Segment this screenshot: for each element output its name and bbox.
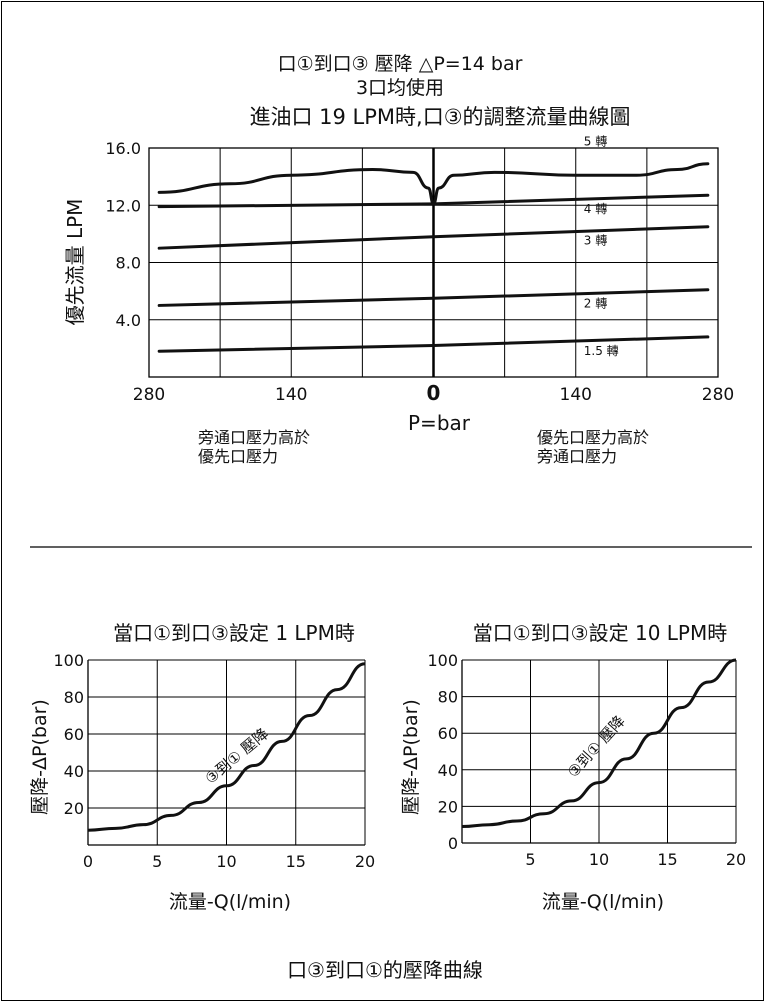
bottom-left-ticks: 0 5 10 15 20 20 40 60 80 100 (53, 651, 375, 871)
bottom-left-grid (87, 659, 366, 846)
top-series-line (157, 193, 710, 209)
top-x-tick-label: 280 (133, 385, 165, 405)
bottom-left-title: 當口①到口③設定 1 LPM時 (113, 621, 355, 645)
bottom-right-title: 當口①到口③設定 10 LPM時 (473, 621, 727, 645)
bottom-right-x-tick-label: 15 (657, 850, 677, 869)
bottom-left-x-tick-label: 0 (83, 852, 93, 871)
bottom-left-y-axis-label: 壓降-ΔP(bar) (29, 699, 51, 815)
bottom-right-x-tick-label: 20 (726, 850, 746, 869)
bottom-left-x-tick-label: 10 (216, 852, 236, 871)
bottom-left-y-tick-label: 100 (53, 651, 84, 670)
bottom-right-chart: 當口①到口③設定 10 LPM時 5 10 15 20 0 20 40 60 80 100 壓降-… (400, 621, 746, 913)
bottom-left-chart: 當口①到口③設定 1 LPM時 0 5 10 15 20 20 40 60 80 100 壓降-Δ… (29, 621, 375, 913)
bottom-left-y-tick-label: 20 (64, 799, 84, 818)
bottom-right-series-line (461, 658, 737, 829)
bottom-right-y-tick-label: 60 (438, 724, 458, 743)
top-series-line (157, 225, 710, 250)
bottom-left-series-line (87, 662, 366, 832)
top-y-axis-label: 優先流量 LPM (63, 199, 87, 326)
bottom-left-x-tick-label: 20 (355, 852, 375, 871)
note-right-line-2: 旁通口壓力 (537, 447, 617, 466)
note-right-line-1: 優先口壓力高於 (537, 428, 649, 447)
top-title-line-2: 3口均使用 (356, 77, 444, 99)
bottom-right-x-tick-label: 10 (589, 850, 609, 869)
top-chart: 口①到口③ 壓降 △P=14 bar 3口均使用 進油口 19 LPM時,口③的… (63, 53, 734, 466)
bottom-right-y-tick-label: 40 (438, 761, 458, 780)
bottom-left-y-tick-label: 40 (64, 762, 84, 781)
top-series-line (157, 162, 710, 206)
top-y-tick-label: 8.0 (116, 254, 141, 273)
bottom-right-curve-annotation: ③到① 壓降 (564, 712, 629, 781)
top-y-tick-label: 16.0 (105, 139, 141, 158)
note-left-line-1: 旁通口壓力高於 (198, 428, 310, 447)
top-x-axis-label: P=bar (408, 411, 471, 435)
top-grid (148, 147, 719, 378)
top-series-label: 5 轉 (584, 135, 607, 149)
bottom-left-y-tick-label: 80 (64, 688, 84, 707)
top-y-tick-label: 4.0 (116, 311, 141, 330)
top-series-label: 4 轉 (584, 202, 607, 216)
bottom-right-grid (461, 659, 737, 844)
top-series-label: 1.5 轉 (584, 344, 619, 358)
top-title-line-3: 進油口 19 LPM時,口③的調整流量曲線圖 (249, 105, 630, 129)
top-series-line (157, 335, 710, 353)
bottom-right-y-tick-label: 100 (427, 651, 458, 670)
bottom-right-ticks: 5 10 15 20 0 20 40 60 80 100 (427, 651, 746, 869)
bottom-left-x-axis-label: 流量-Q(l/min) (169, 891, 291, 913)
top-x-tick-label: 140 (275, 385, 307, 405)
note-left-line-2: 優先口壓力 (198, 447, 278, 466)
bottom-right-y-tick-label: 20 (438, 797, 458, 816)
top-y-tick-label: 12.0 (105, 196, 141, 215)
bottom-right-y-tick-label: 0 (448, 834, 458, 853)
bottom-right-x-tick-label: 5 (525, 850, 535, 869)
bottom-right-y-axis-label: 壓降-ΔP(bar) (400, 699, 422, 815)
top-x-tick-label: 140 (560, 385, 592, 405)
bottom-right-y-tick-label: 80 (438, 688, 458, 707)
top-series: 5 轉 4 轉 3 轉 2 轉 1.5 轉 (157, 135, 710, 358)
top-ticks: 4.0 8.0 12.0 16.0 280 140 0 140 280 (105, 139, 734, 405)
bottom-right-series (461, 658, 737, 829)
top-series-label: 2 轉 (584, 297, 607, 311)
bottom-left-x-tick-label: 5 (152, 852, 162, 871)
top-title-line-1: 口①到口③ 壓降 △P=14 bar (278, 53, 523, 75)
bottom-right-x-axis-label: 流量-Q(l/min) (542, 891, 664, 913)
top-series-label: 3 轉 (584, 234, 607, 248)
top-x-tick-label: 280 (702, 385, 734, 405)
bottom-left-series (87, 662, 366, 832)
top-x-tick-label: 0 (427, 381, 441, 405)
top-series-line (157, 288, 710, 307)
bottom-left-y-tick-label: 60 (64, 725, 84, 744)
bottom-left-x-tick-label: 15 (286, 852, 306, 871)
bottom-caption: 口③到口①的壓降曲線 (287, 958, 483, 982)
